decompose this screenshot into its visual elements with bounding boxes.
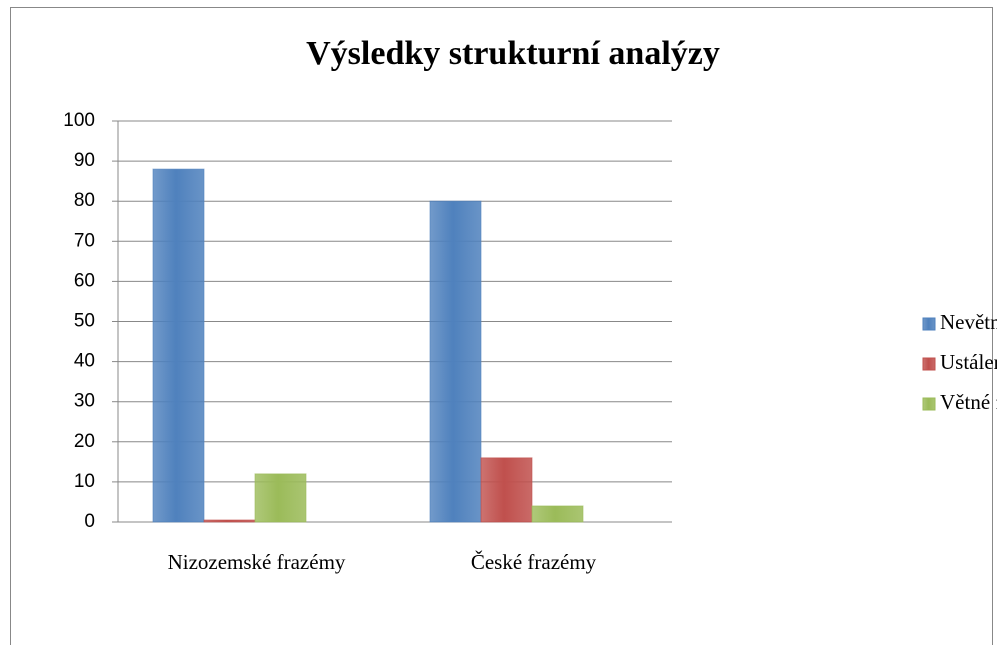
y-tick-label: 40 xyxy=(74,351,95,372)
y-tick-label: 50 xyxy=(74,311,95,332)
bar xyxy=(152,168,205,523)
y-tick-label: 90 xyxy=(74,150,95,171)
y-tick-label: 100 xyxy=(63,110,95,131)
y-tick-label: 20 xyxy=(74,431,95,452)
legend-label: Nevětné frazémy xyxy=(940,310,997,334)
y-tick-label: 0 xyxy=(84,511,95,532)
legend-label: Větné frazémy xyxy=(940,390,997,414)
legend-swatch xyxy=(922,397,936,411)
y-tick-label: 60 xyxy=(74,270,95,291)
bar xyxy=(531,505,584,523)
legend-swatch xyxy=(922,317,936,331)
chart-title: Výsledky strukturní analýzy xyxy=(306,35,720,72)
y-tick-label: 10 xyxy=(74,471,95,492)
x-tick-label: České frazémy xyxy=(471,550,597,574)
legend-label: Ustálená přirovnání xyxy=(940,350,997,374)
bar xyxy=(429,200,482,523)
y-tick-label: 80 xyxy=(74,190,95,211)
bar xyxy=(254,473,307,523)
chart-frame xyxy=(10,7,993,645)
x-tick-label: Nizozemské frazémy xyxy=(168,550,346,574)
bar xyxy=(203,519,256,523)
legend-swatch xyxy=(922,357,936,371)
bar xyxy=(480,457,533,523)
y-tick-label: 30 xyxy=(74,391,95,412)
y-tick-label: 70 xyxy=(74,230,95,251)
